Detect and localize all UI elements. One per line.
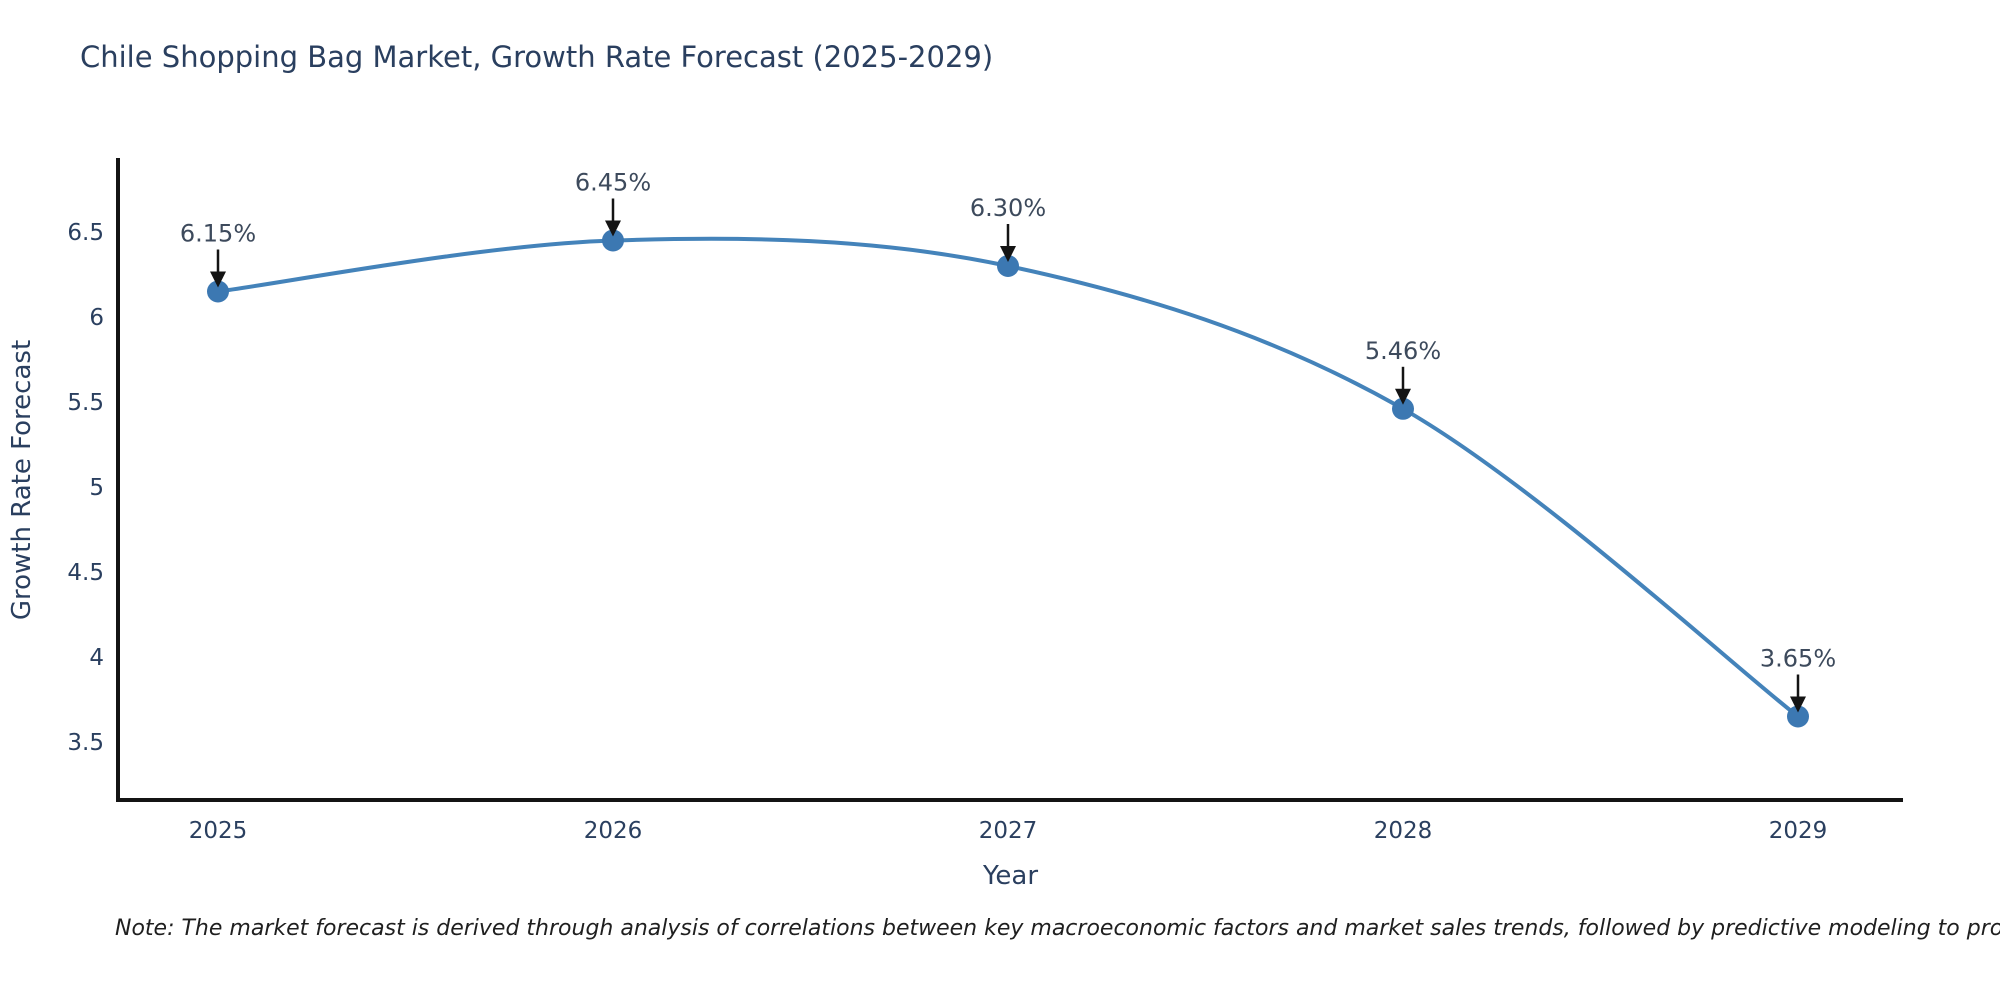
data-point-marker xyxy=(997,255,1019,277)
y-tick-label: 5.5 xyxy=(67,390,104,416)
x-axis-title: Year xyxy=(982,861,1038,891)
data-point-marker xyxy=(1392,397,1414,420)
y-tick-label: 6 xyxy=(89,305,104,331)
annotation-arrow-head xyxy=(1395,388,1411,405)
x-tick-label: 2026 xyxy=(584,818,643,844)
annotation-label: 6.15% xyxy=(180,220,256,248)
y-tick-label: 4 xyxy=(89,645,104,671)
x-tick-label: 2027 xyxy=(979,818,1038,844)
annotation-label: 6.45% xyxy=(575,169,651,197)
annotation-arrow-head xyxy=(605,220,621,237)
footnote: Note: The market forecast is derived thr… xyxy=(115,916,2000,941)
x-tick-label: 2025 xyxy=(189,818,248,844)
y-tick-label: 5 xyxy=(89,475,104,501)
data-point-marker xyxy=(1787,705,1809,728)
x-tick-label: 2029 xyxy=(1769,818,1828,844)
annotation-label: 6.30% xyxy=(970,194,1046,222)
annotation-label: 5.46% xyxy=(1365,337,1441,365)
annotation-arrow-head xyxy=(210,271,226,288)
chart-title: Chile Shopping Bag Market, Growth Rate F… xyxy=(80,40,994,74)
y-tick-label: 6.5 xyxy=(67,220,104,246)
y-tick-label: 4.5 xyxy=(67,560,104,586)
data-point-marker xyxy=(207,280,229,303)
annotation-label: 3.65% xyxy=(1760,645,1836,673)
annotation-arrow-head xyxy=(1000,246,1016,262)
y-axis-title: Growth Rate Forecast xyxy=(7,340,37,620)
data-point-marker xyxy=(602,229,624,252)
series-line xyxy=(217,236,1800,719)
annotation-arrow-head xyxy=(1790,696,1806,713)
x-tick-label: 2028 xyxy=(1374,818,1433,844)
y-tick-label: 3.5 xyxy=(67,730,104,756)
